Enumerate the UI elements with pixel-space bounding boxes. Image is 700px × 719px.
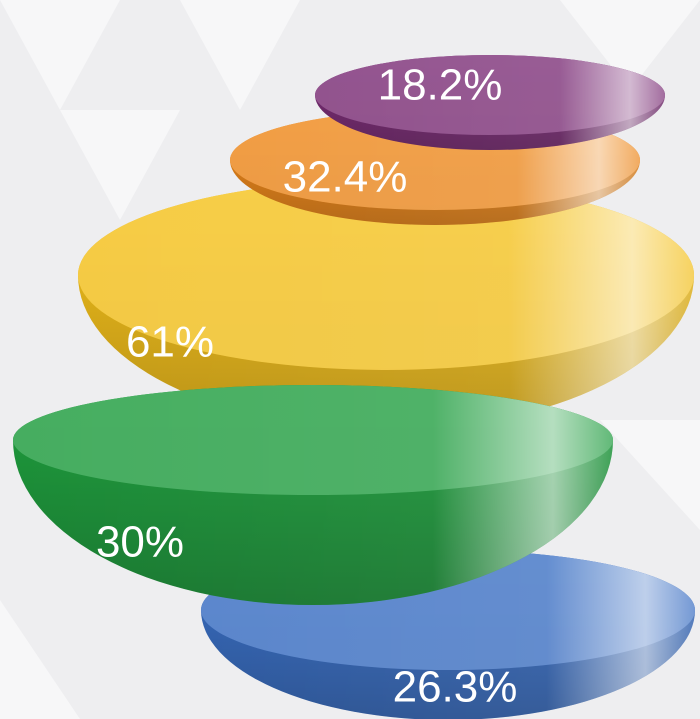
slice-label: 30% <box>96 518 184 567</box>
slice-label: 18.2% <box>378 61 503 110</box>
slice-label: 32.4% <box>283 153 408 202</box>
slice-label: 61% <box>126 318 214 367</box>
infographic: 26.3% 61% 30% 32.4% 18.2% <box>0 0 700 719</box>
page: 26.3%61%30%32.4%18.2% (() => { const dat… <box>0 0 700 719</box>
slice-label: 26.3% <box>393 663 518 712</box>
